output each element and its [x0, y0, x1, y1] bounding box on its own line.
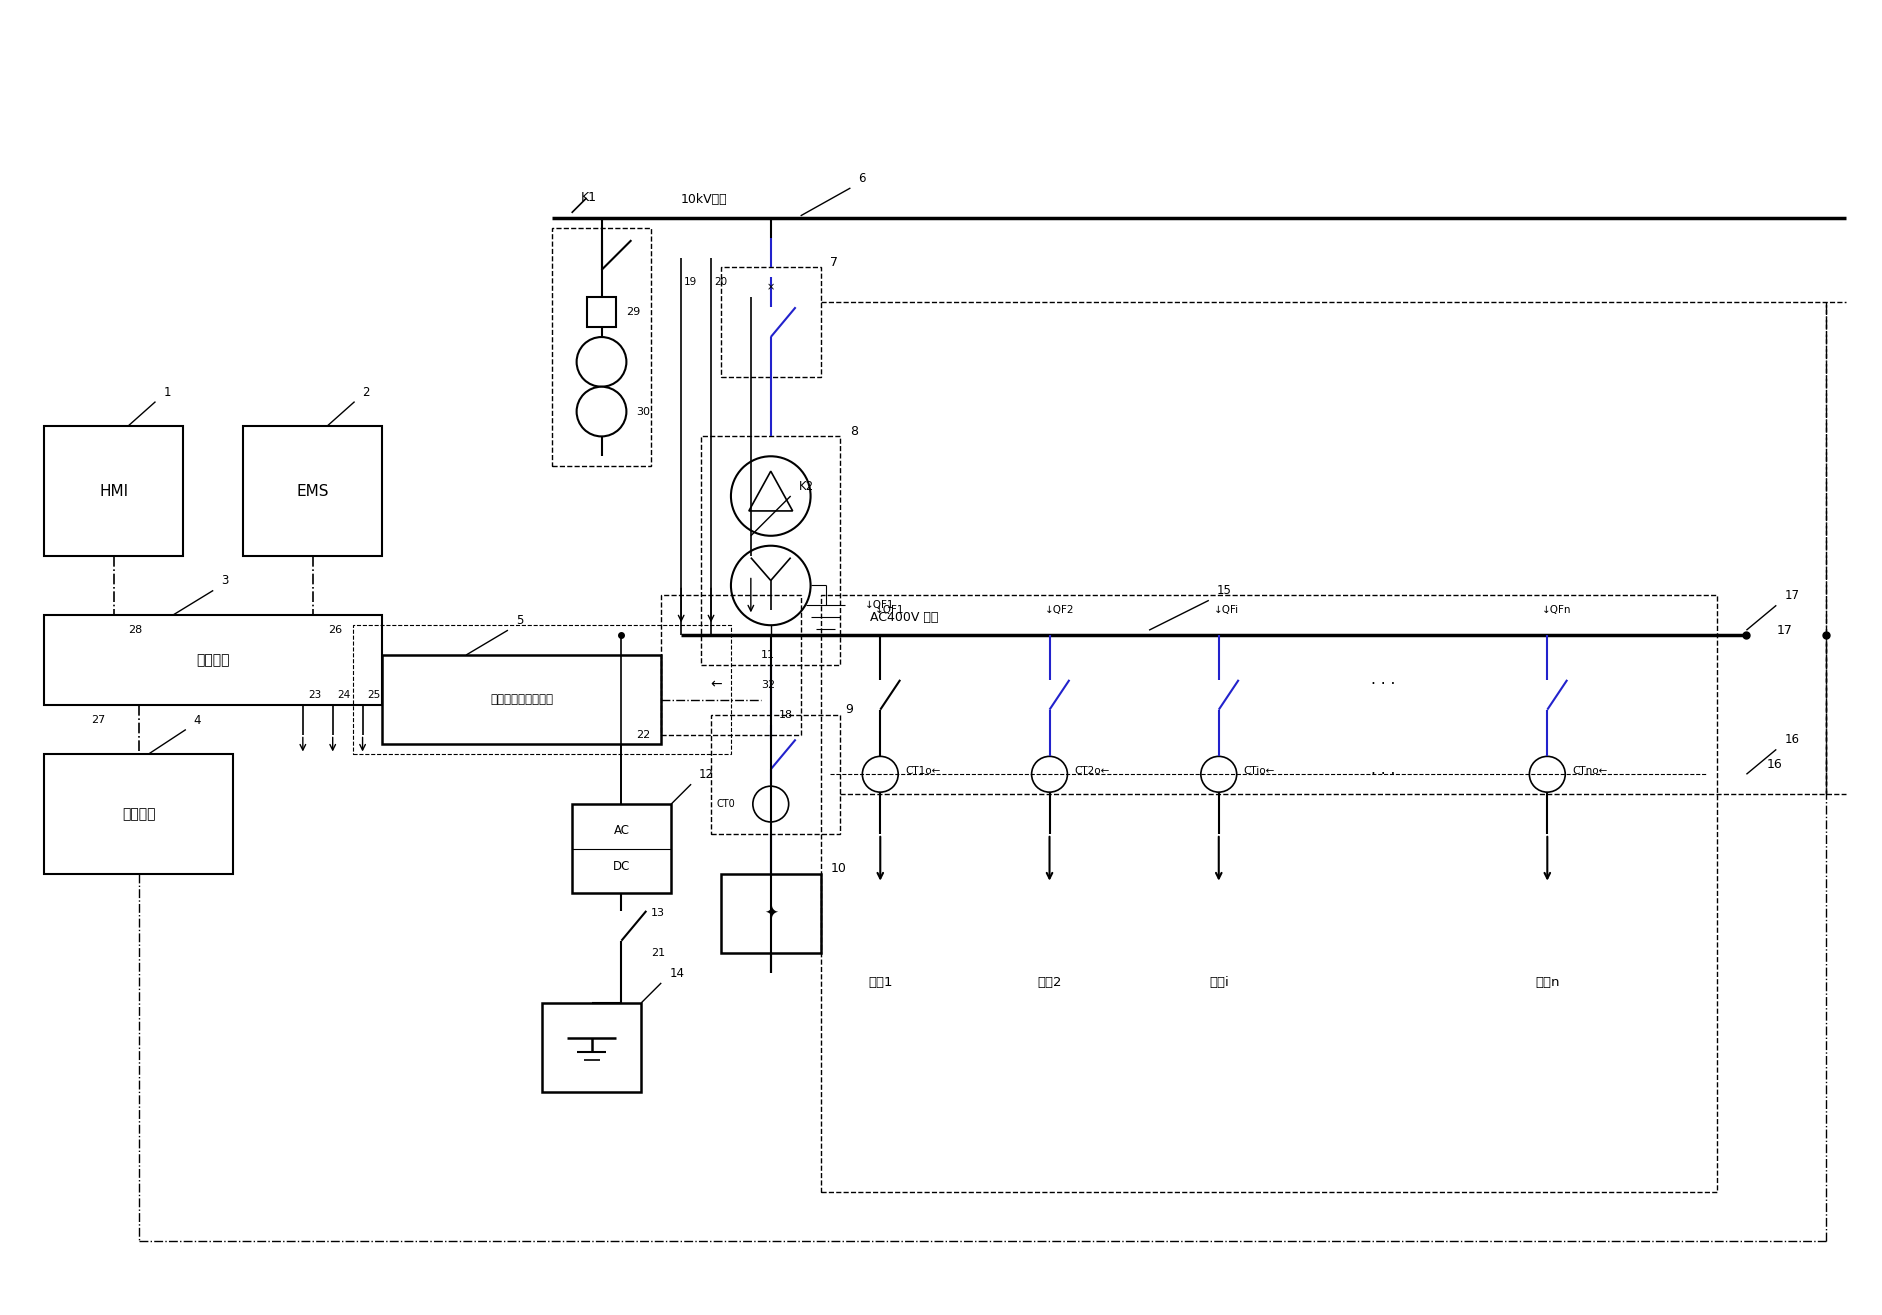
Text: 30: 30 — [636, 406, 649, 417]
Text: CTio←: CTio← — [1242, 767, 1274, 776]
Text: K2: K2 — [798, 480, 813, 493]
Bar — [382, 655, 661, 744]
Text: ×: × — [766, 283, 774, 292]
Bar — [721, 873, 821, 953]
Bar — [700, 437, 839, 665]
Text: 13: 13 — [651, 909, 664, 918]
Text: ↓QFi: ↓QFi — [1214, 605, 1238, 615]
Text: 控制系统: 控制系统 — [122, 807, 154, 821]
Text: 26: 26 — [327, 625, 343, 635]
Bar — [821, 596, 1716, 1191]
Text: 23: 23 — [307, 690, 322, 700]
Text: 5: 5 — [516, 614, 523, 627]
Bar — [661, 596, 800, 735]
Bar — [352, 625, 730, 755]
Bar — [551, 227, 651, 467]
Text: 15: 15 — [1216, 584, 1231, 597]
Text: CT0: CT0 — [715, 800, 734, 809]
Circle shape — [862, 756, 898, 792]
Text: 27: 27 — [92, 714, 105, 725]
Text: 3: 3 — [220, 575, 228, 588]
Text: DC: DC — [612, 860, 630, 873]
Text: 通信装置: 通信装置 — [196, 654, 230, 667]
Text: ↓QF1: ↓QF1 — [866, 601, 894, 610]
Circle shape — [730, 456, 809, 535]
Text: 16: 16 — [1765, 757, 1780, 771]
Text: 32: 32 — [760, 680, 775, 690]
Circle shape — [1528, 756, 1564, 792]
Text: 21: 21 — [651, 948, 664, 959]
Bar — [721, 267, 821, 377]
Bar — [243, 426, 382, 556]
Bar — [542, 1003, 642, 1093]
Text: ↓QFn: ↓QFn — [1541, 605, 1571, 615]
Circle shape — [753, 786, 789, 822]
Text: 负荟2: 负荟2 — [1037, 977, 1061, 989]
Circle shape — [730, 546, 809, 625]
Text: 负荟i: 负荟i — [1208, 977, 1227, 989]
Text: 17: 17 — [1784, 589, 1799, 602]
Bar — [587, 297, 615, 327]
Text: 7: 7 — [830, 256, 837, 270]
Bar — [43, 426, 183, 556]
Text: ↓QF2: ↓QF2 — [1045, 605, 1073, 615]
Text: 16: 16 — [1784, 734, 1799, 747]
Bar — [43, 755, 233, 873]
Text: 12: 12 — [698, 768, 713, 781]
Bar — [43, 615, 382, 705]
Text: 14: 14 — [668, 967, 683, 980]
Text: · · ·: · · · — [1370, 767, 1395, 781]
Text: ←: ← — [710, 677, 721, 692]
Text: 8: 8 — [851, 425, 858, 438]
Text: 22: 22 — [636, 730, 651, 739]
Text: 电压、电流采集装置: 电压、电流采集装置 — [489, 693, 553, 706]
Text: 6: 6 — [858, 172, 866, 185]
Text: 19: 19 — [683, 277, 696, 288]
Text: 2: 2 — [363, 385, 371, 398]
Text: 11: 11 — [760, 650, 774, 660]
Text: CTno←: CTno← — [1571, 767, 1607, 776]
Text: 28: 28 — [128, 625, 143, 635]
Text: AC400V 母线: AC400V 母线 — [869, 610, 939, 623]
Circle shape — [576, 387, 627, 437]
Circle shape — [1031, 756, 1067, 792]
Text: ↓QF1: ↓QF1 — [875, 605, 905, 615]
Text: 10kV母线: 10kV母线 — [681, 193, 728, 206]
Text: 18: 18 — [779, 710, 792, 719]
Circle shape — [1201, 756, 1236, 792]
Text: HMI: HMI — [100, 484, 128, 498]
Circle shape — [576, 337, 627, 387]
Text: 20: 20 — [713, 277, 726, 288]
Text: K1: K1 — [580, 192, 597, 204]
Text: 9: 9 — [845, 704, 853, 717]
Text: 25: 25 — [367, 690, 380, 700]
Text: ✦: ✦ — [764, 905, 777, 922]
Text: 1: 1 — [164, 385, 171, 398]
Text: · · ·: · · · — [1370, 677, 1395, 692]
Text: 10: 10 — [830, 863, 845, 876]
Text: CT1o←: CT1o← — [905, 767, 939, 776]
Bar — [572, 803, 670, 893]
Text: 17: 17 — [1775, 623, 1792, 636]
Text: 4: 4 — [194, 714, 201, 727]
Text: EMS: EMS — [295, 484, 329, 498]
Text: 24: 24 — [337, 690, 350, 700]
Bar — [711, 714, 839, 834]
Text: 29: 29 — [627, 308, 640, 317]
Text: CT2o←: CT2o← — [1075, 767, 1108, 776]
Text: 负荟n: 负荟n — [1534, 977, 1558, 989]
Text: 负荟1: 负荟1 — [868, 977, 892, 989]
Text: AC: AC — [614, 825, 629, 838]
